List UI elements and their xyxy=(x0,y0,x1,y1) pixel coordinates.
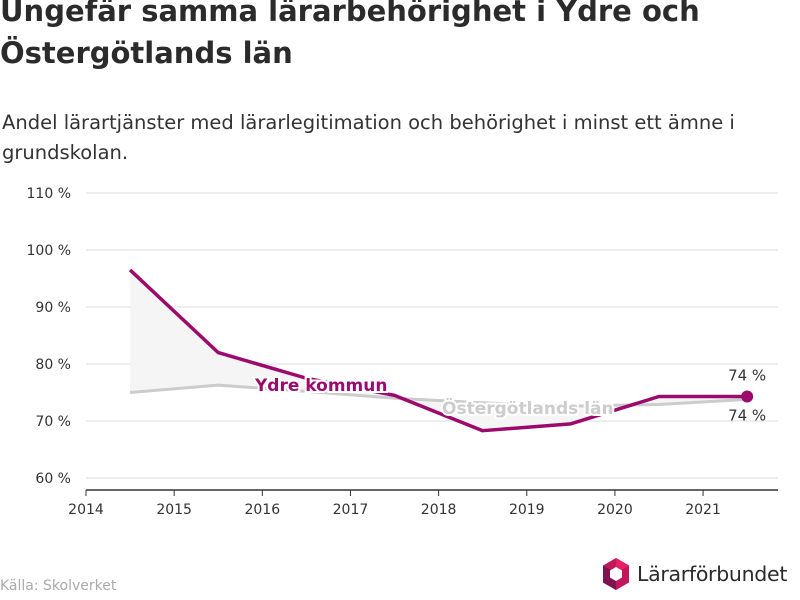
data-point-ydre xyxy=(741,390,754,403)
y-tick-label: 70 % xyxy=(35,414,71,430)
series-label-ydre: Ydre kommun xyxy=(254,376,387,396)
chart-subtitle: Andel lärartjänster med lärarlegitimatio… xyxy=(2,111,735,164)
x-tick-label: 2014 xyxy=(68,502,104,518)
y-tick-label: 100 % xyxy=(27,243,71,259)
x-tick-label: 2018 xyxy=(421,502,457,518)
x-tick-label: 2021 xyxy=(685,502,721,518)
series-label-lan: Östergötlands län xyxy=(442,397,614,419)
difference-band xyxy=(130,269,748,431)
series-line-ydre xyxy=(128,268,748,433)
source-note: Källa: Skolverket xyxy=(0,578,117,594)
brand-logo: Lärarförbundet xyxy=(601,557,787,591)
x-tick-label: 2015 xyxy=(156,502,192,518)
x-tick-label: 2017 xyxy=(333,502,369,518)
y-tick-label: 110 % xyxy=(27,186,71,202)
brand-name: Lärarförbundet xyxy=(637,562,788,586)
series-line-lan xyxy=(129,383,748,408)
x-tick-label: 2016 xyxy=(244,502,280,518)
y-tick-label: 80 % xyxy=(35,357,71,373)
x-tick-label: 2019 xyxy=(509,502,545,518)
x-tick-label: 2020 xyxy=(597,502,633,518)
chart-title: Ungefär samma lärarbehörighet i Ydre och… xyxy=(0,0,700,70)
hexagon-logo-icon xyxy=(603,558,629,590)
y-tick-label: 60 % xyxy=(35,471,71,487)
y-tick-label: 90 % xyxy=(35,300,71,316)
end-label-ydre: 74 % xyxy=(728,366,766,384)
end-label-lan: 74 % xyxy=(728,406,766,424)
